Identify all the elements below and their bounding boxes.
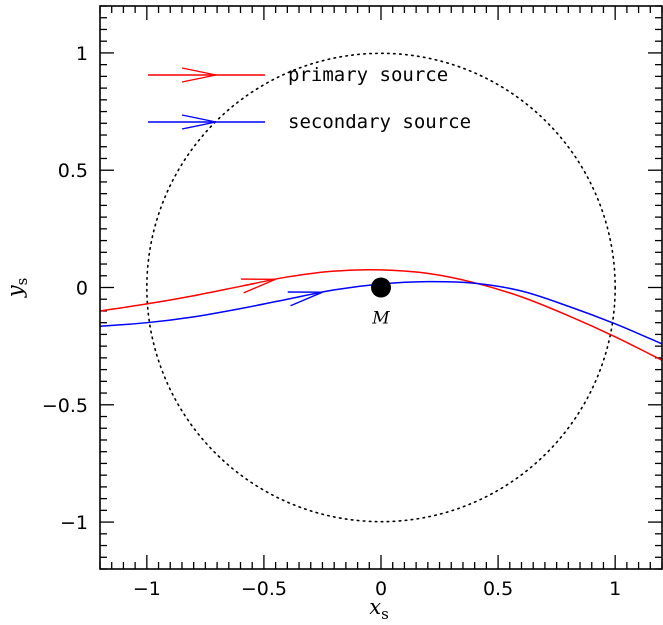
y-tick-label: 0 — [76, 278, 88, 300]
legend-arrow-primary — [181, 67, 217, 83]
series-line-primary — [99, 269, 663, 361]
y-axis-label-sub: s — [13, 278, 31, 286]
x-axis-label-main: x — [369, 595, 381, 619]
legend: primary source secondary source — [148, 64, 471, 133]
tick-labels: −1 −0.5 0 0.5 1 −1 −0.5 0 0.5 1 — [42, 43, 621, 600]
x-tick-label: 0 — [375, 578, 387, 600]
x-tick-label: 1 — [609, 578, 621, 600]
y-axis-label-main: y — [3, 284, 27, 298]
y-tick-label: 0.5 — [58, 160, 88, 182]
lens-mass-point — [371, 277, 391, 298]
lens-mass-label: M — [371, 309, 390, 329]
y-tick-label: −1 — [60, 512, 88, 534]
series-arrow-primary — [240, 278, 276, 294]
legend-arrow-secondary — [181, 114, 217, 130]
x-tick-label: 0.5 — [483, 578, 513, 600]
y-axis-label: ys — [3, 278, 31, 299]
x-tick-label: −0.5 — [241, 578, 287, 600]
einstein-ring-circle — [146, 52, 616, 523]
y-tick-label: 1 — [76, 43, 88, 65]
axis-ticks — [99, 5, 663, 570]
x-axis-label-sub: s — [381, 605, 389, 623]
legend-label-primary: primary source — [288, 64, 448, 86]
x-axis-label: xs — [369, 595, 389, 623]
y-tick-label: −0.5 — [42, 395, 88, 417]
plot-frame — [99, 5, 663, 570]
legend-label-secondary: secondary source — [288, 111, 471, 133]
series-arrow-secondary — [287, 291, 323, 307]
x-tick-label: −1 — [133, 578, 161, 600]
